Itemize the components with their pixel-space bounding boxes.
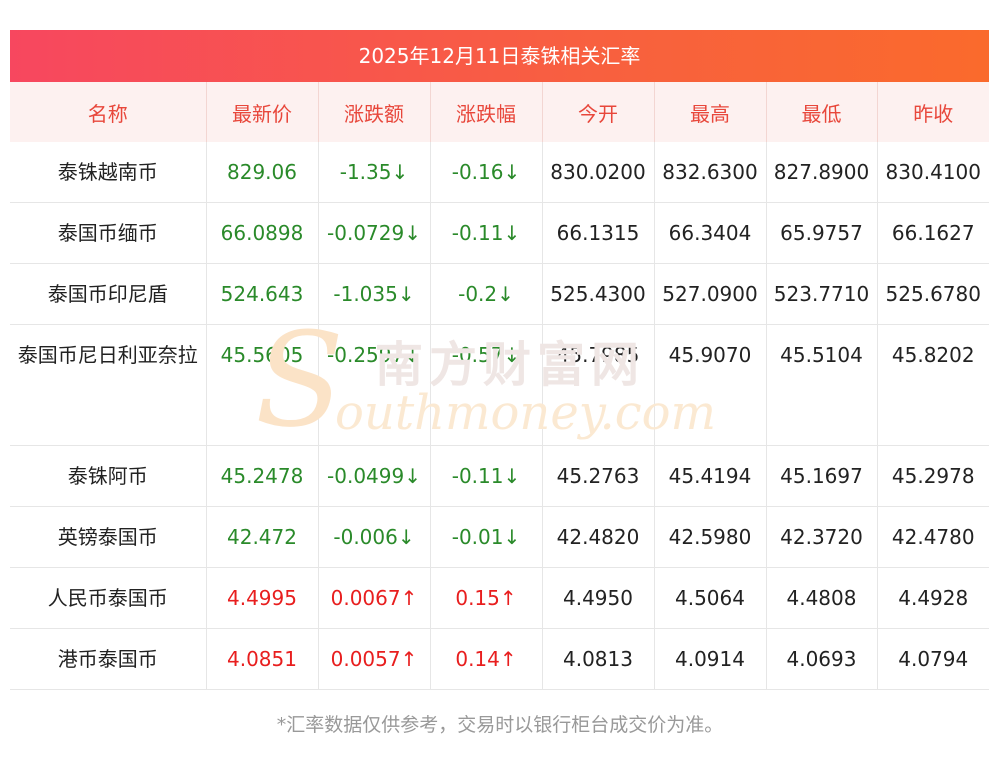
cell-currency-pair: 泰国币尼日利亚奈拉	[10, 324, 207, 446]
cell-prev-close: 830.4100	[877, 142, 989, 203]
column-header-change-pct: 涨跌幅	[430, 82, 543, 142]
column-header-high: 最高	[654, 82, 767, 142]
cell-low: 42.3720	[766, 506, 878, 568]
cell-currency-pair: 港币泰国币	[10, 628, 207, 690]
cell-low: 65.9757	[766, 202, 878, 264]
table-row: 泰国币尼日利亚奈拉 45.5605 -0.2597↓ -0.57↓ 45.7985 45.…	[10, 324, 989, 446]
disclaimer-note: *汇率数据仅供参考，交易时以银行柜台成交价为准。	[276, 714, 724, 736]
cell-prev-close: 525.6780	[877, 263, 989, 325]
cell-open: 4.4950	[542, 567, 655, 629]
table-title: 2025年12月11日泰铢相关汇率	[10, 30, 989, 82]
cell-low: 45.5104	[766, 324, 878, 446]
cell-low: 4.0693	[766, 628, 878, 690]
cell-currency-pair: 人民币泰国币	[10, 567, 207, 629]
table-row: 英镑泰国币 42.472 -0.006↓ -0.01↓ 42.4820 42.5980 42…	[10, 506, 989, 568]
cell-prev-close: 66.1627	[877, 202, 989, 264]
cell-high: 45.4194	[654, 445, 767, 507]
cell-change-pct: -0.11↓	[430, 202, 543, 264]
cell-latest-price: 66.0898	[206, 202, 319, 264]
cell-change-amount: 0.0067↑	[318, 567, 431, 629]
table-row: 泰铢阿币 45.2478 -0.0499↓ -0.11↓ 45.2763 45.4194 4…	[10, 445, 989, 507]
column-header-prev-close: 昨收	[877, 82, 989, 142]
column-header-name: 名称	[10, 82, 207, 142]
cell-change-pct: -0.16↓	[430, 142, 543, 203]
cell-open: 42.4820	[542, 506, 655, 568]
table-row: 港币泰国币 4.0851 0.0057↑ 0.14↑ 4.0813 4.0914 4.069…	[10, 628, 989, 690]
table-row: 泰国币印尼盾 524.643 -1.035↓ -0.2↓ 525.4300 527.090…	[10, 263, 989, 325]
cell-open: 45.7985	[542, 324, 655, 446]
column-header-low: 最低	[766, 82, 878, 142]
cell-change-amount: -0.2597↓	[318, 324, 431, 446]
cell-high: 42.5980	[654, 506, 767, 568]
cell-change-pct: -0.11↓	[430, 445, 543, 507]
cell-high: 45.9070	[654, 324, 767, 446]
cell-change-pct: -0.01↓	[430, 506, 543, 568]
cell-low: 827.8900	[766, 142, 878, 203]
cell-change-amount: -0.006↓	[318, 506, 431, 568]
cell-change-amount: -1.35↓	[318, 142, 431, 203]
cell-latest-price: 829.06	[206, 142, 319, 203]
cell-change-amount: -0.0729↓	[318, 202, 431, 264]
cell-high: 66.3404	[654, 202, 767, 264]
column-header-open: 今开	[542, 82, 655, 142]
cell-latest-price: 45.5605	[206, 324, 319, 446]
table-row: 泰铢越南币 829.06 -1.35↓ -0.16↓ 830.0200 832.6300 8…	[10, 142, 989, 203]
cell-high: 832.6300	[654, 142, 767, 203]
cell-currency-pair: 英镑泰国币	[10, 506, 207, 568]
cell-low: 4.4808	[766, 567, 878, 629]
cell-latest-price: 4.4995	[206, 567, 319, 629]
cell-currency-pair: 泰国币印尼盾	[10, 263, 207, 325]
cell-open: 4.0813	[542, 628, 655, 690]
cell-high: 4.5064	[654, 567, 767, 629]
cell-latest-price: 4.0851	[206, 628, 319, 690]
cell-low: 523.7710	[766, 263, 878, 325]
cell-change-pct: 0.15↑	[430, 567, 543, 629]
exchange-rate-table: 名称 最新价 涨跌额 涨跌幅 今开 最高 最低 昨收 泰铢越南币 829.06 -1…	[10, 82, 989, 690]
cell-prev-close: 45.8202	[877, 324, 989, 446]
cell-open: 45.2763	[542, 445, 655, 507]
cell-open: 525.4300	[542, 263, 655, 325]
rate-table-container: 2025年12月11日泰铢相关汇率 名称 最新价 涨跌额 涨跌幅 今开 最高 最…	[10, 30, 989, 690]
cell-change-amount: 0.0057↑	[318, 628, 431, 690]
cell-currency-pair: 泰铢阿币	[10, 445, 207, 507]
cell-prev-close: 4.0794	[877, 628, 989, 690]
table-row: 泰国币缅币 66.0898 -0.0729↓ -0.11↓ 66.1315 66.3404…	[10, 202, 989, 264]
cell-prev-close: 42.4780	[877, 506, 989, 568]
cell-change-pct: -0.2↓	[430, 263, 543, 325]
cell-open: 830.0200	[542, 142, 655, 203]
cell-change-pct: -0.57↓	[430, 324, 543, 446]
table-header-row: 名称 最新价 涨跌额 涨跌幅 今开 最高 最低 昨收	[10, 82, 989, 142]
cell-low: 45.1697	[766, 445, 878, 507]
cell-change-pct: 0.14↑	[430, 628, 543, 690]
table-row: 人民币泰国币 4.4995 0.0067↑ 0.15↑ 4.4950 4.5064 4.48…	[10, 567, 989, 629]
cell-high: 527.0900	[654, 263, 767, 325]
cell-latest-price: 524.643	[206, 263, 319, 325]
cell-currency-pair: 泰国币缅币	[10, 202, 207, 264]
cell-prev-close: 45.2978	[877, 445, 989, 507]
column-header-latest: 最新价	[206, 82, 319, 142]
cell-latest-price: 45.2478	[206, 445, 319, 507]
cell-change-amount: -1.035↓	[318, 263, 431, 325]
cell-change-amount: -0.0499↓	[318, 445, 431, 507]
cell-currency-pair: 泰铢越南币	[10, 142, 207, 203]
column-header-change: 涨跌额	[318, 82, 431, 142]
cell-open: 66.1315	[542, 202, 655, 264]
cell-prev-close: 4.4928	[877, 567, 989, 629]
cell-high: 4.0914	[654, 628, 767, 690]
cell-latest-price: 42.472	[206, 506, 319, 568]
